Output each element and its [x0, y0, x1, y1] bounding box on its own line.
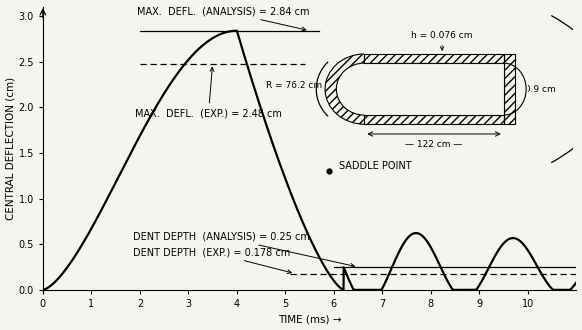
Ellipse shape	[336, 63, 392, 115]
Bar	[364, 52, 528, 126]
Bar	[364, 63, 503, 115]
Bar	[364, 54, 503, 63]
Text: MAX.  DEFL.  (EXP.) = 2.48 cm: MAX. DEFL. (EXP.) = 2.48 cm	[135, 67, 282, 118]
Text: 60.9 cm: 60.9 cm	[519, 84, 556, 94]
Text: DENT DEPTH  (ANALYSIS) = 0.25 cm: DENT DEPTH (ANALYSIS) = 0.25 cm	[133, 232, 354, 267]
Text: DENT DEPTH  (EXP.) = 0.178 cm: DENT DEPTH (EXP.) = 0.178 cm	[133, 247, 292, 274]
X-axis label: TIME (ms) →: TIME (ms) →	[278, 314, 342, 324]
Text: MAX.  DEFL.  (ANALYSIS) = 2.84 cm: MAX. DEFL. (ANALYSIS) = 2.84 cm	[137, 6, 310, 31]
Bar	[503, 54, 515, 124]
Text: R = 76.2 cm: R = 76.2 cm	[267, 82, 322, 90]
Text: h = 0.076 cm: h = 0.076 cm	[411, 31, 473, 50]
Bar	[364, 54, 503, 63]
Text: SADDLE POINT: SADDLE POINT	[339, 161, 411, 171]
Text: — 122 cm —: — 122 cm —	[406, 141, 463, 149]
Bar	[503, 54, 515, 124]
Bar	[364, 115, 503, 124]
Bar	[364, 115, 503, 124]
Y-axis label: CENTRAL DEFLECTION (cm): CENTRAL DEFLECTION (cm)	[6, 77, 16, 220]
